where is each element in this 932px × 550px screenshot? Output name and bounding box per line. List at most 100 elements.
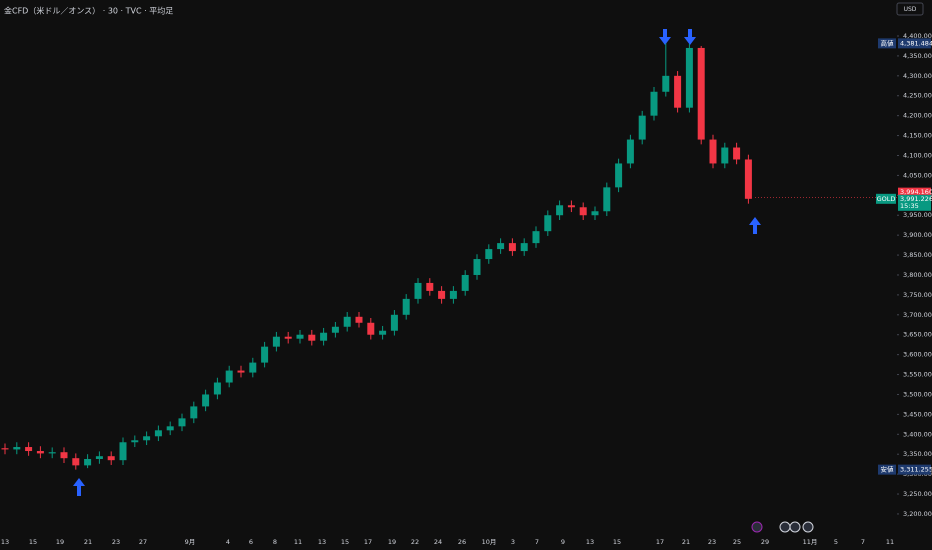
price-badge-label: 3,994.160	[900, 188, 932, 196]
x-tick-label: 23	[708, 538, 716, 546]
x-tick-label: 17	[364, 538, 372, 546]
candle-body	[13, 447, 21, 450]
y-tick-label: 4,150.000	[903, 132, 932, 140]
x-tick-label: 10月	[482, 538, 497, 546]
candle-body	[497, 243, 505, 250]
candle-body	[284, 336, 292, 339]
x-tick-label: 15	[341, 538, 349, 546]
event-icon[interactable]	[789, 521, 801, 533]
candle-body	[556, 205, 564, 216]
arrow-down	[684, 29, 696, 45]
candle-body	[190, 406, 198, 419]
x-tick-label: 26	[458, 538, 466, 546]
x-tick-label: 15	[29, 538, 37, 546]
y-tick-label: 3,650.000	[903, 331, 932, 339]
y-tick-label: 4,300.000	[903, 72, 932, 80]
candle-body	[697, 47, 705, 140]
signal-arrows	[73, 29, 761, 496]
candle-body	[60, 452, 68, 459]
candle-body	[331, 326, 339, 333]
price-badge	[898, 464, 931, 475]
candle-body	[532, 231, 540, 244]
candle-body	[414, 282, 422, 299]
name-badge-label: GOLD	[877, 195, 896, 203]
event-icon[interactable]	[802, 521, 814, 533]
name-badge	[876, 193, 896, 204]
x-tick-label: 24	[434, 538, 442, 546]
candle-body	[567, 205, 575, 208]
candle-body	[261, 346, 269, 363]
candle-body	[367, 322, 375, 335]
candle-body	[449, 290, 457, 299]
arrow-up	[73, 478, 85, 496]
x-tick-label: 15	[613, 538, 621, 546]
x-tick-label: 11	[294, 538, 302, 546]
x-tick-label: 13	[586, 538, 594, 546]
x-tick-label: 13	[1, 538, 9, 546]
candle-body	[615, 163, 623, 188]
candle-body	[355, 316, 363, 323]
y-tick-label: 4,100.000	[903, 151, 932, 159]
currency-box[interactable]	[896, 2, 924, 16]
x-tick-label: 11	[886, 538, 894, 546]
y-tick-label: 3,500.000	[903, 390, 932, 398]
x-tick-label: 22	[411, 538, 419, 546]
x-tick-label: 13	[318, 538, 326, 546]
x-tick-label: 23	[112, 538, 120, 546]
x-tick-label: 29	[761, 538, 769, 546]
y-tick-label: 3,800.000	[903, 271, 932, 279]
price-badge-label: 3,311.255	[900, 466, 932, 474]
x-tick-label: 7	[535, 538, 539, 546]
candle-body	[544, 215, 552, 232]
currency[interactable]: USD	[904, 6, 917, 13]
y-tick-label: 4,050.000	[903, 171, 932, 179]
candle-body	[84, 458, 92, 466]
candle-body	[662, 75, 670, 92]
candle-body	[237, 370, 245, 373]
candle-body	[508, 243, 516, 252]
candle-body	[438, 290, 446, 299]
x-tick-label: 4	[226, 538, 230, 546]
candle-body	[709, 139, 717, 164]
y-tick-label: 4,250.000	[903, 92, 932, 100]
price-badge-label: 4,381.484	[900, 39, 932, 47]
event-icons	[751, 521, 814, 533]
event-icon[interactable]	[751, 521, 763, 533]
candle-body	[1, 448, 9, 450]
y-tick-label: 3,250.000	[903, 490, 932, 498]
candle-body	[591, 211, 599, 216]
event-icon[interactable]	[779, 521, 791, 533]
candle-body	[603, 187, 611, 212]
y-tick-label: 3,550.000	[903, 371, 932, 379]
y-tick-label: 4,400.000	[903, 32, 932, 40]
y-tick-label: 3,850.000	[903, 251, 932, 259]
name-badge	[878, 38, 896, 49]
candle-body	[107, 456, 115, 461]
candle-body	[202, 394, 210, 407]
y-tick-label: 3,350.000	[903, 450, 932, 458]
candle-body	[296, 334, 304, 339]
x-tick-label: 21	[682, 538, 690, 546]
candle-body	[426, 282, 434, 291]
x-tick-label: 25	[733, 538, 741, 546]
y-tick-label: 3,750.000	[903, 291, 932, 299]
candle-body	[485, 249, 493, 260]
countdown: 15:35	[900, 202, 919, 210]
candle-body	[249, 362, 257, 373]
name-badge-label: 高値	[881, 38, 895, 47]
candle-body	[308, 334, 316, 341]
candle-body	[119, 442, 127, 461]
candle-body	[72, 458, 80, 466]
candle-body	[272, 336, 280, 347]
y-tick-label: 4,200.000	[903, 112, 932, 120]
x-tick-label: 3	[511, 538, 515, 546]
y-tick-label: 3,600.000	[903, 351, 932, 359]
price-badge-label: 3,991.226	[900, 195, 932, 203]
x-tick-label: 7	[861, 538, 865, 546]
candle-body	[579, 207, 587, 216]
y-tick-label: 3,950.000	[903, 211, 932, 219]
candle-body	[721, 147, 729, 164]
arrow-down	[659, 29, 671, 45]
candle-body	[48, 452, 56, 454]
x-tick-label: 11月	[803, 538, 818, 546]
